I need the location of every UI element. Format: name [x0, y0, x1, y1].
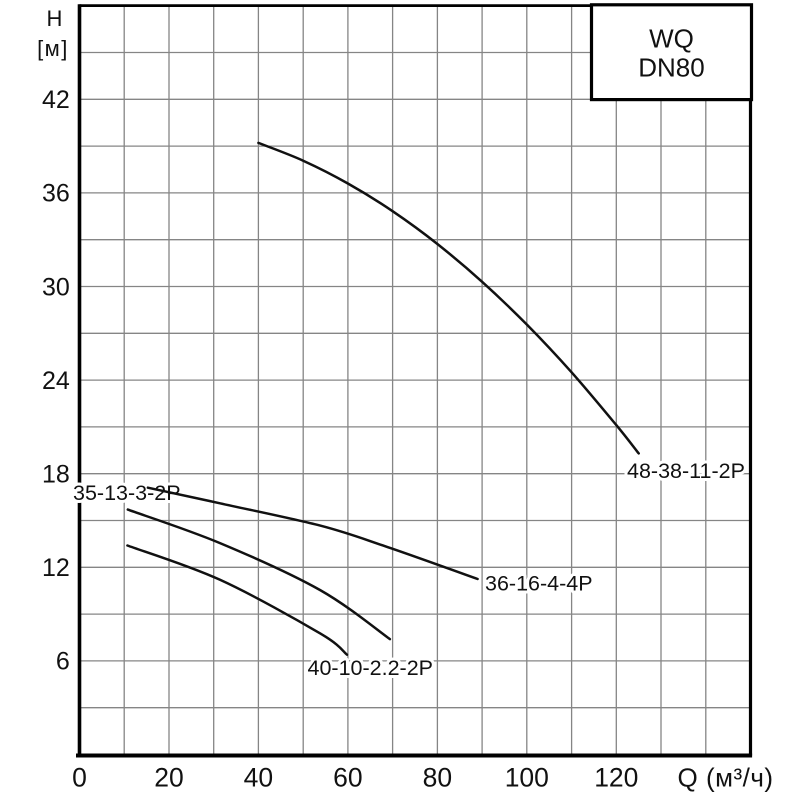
svg-text:35-13-3-2P: 35-13-3-2P — [73, 481, 181, 505]
svg-text:48-38-11-2P: 48-38-11-2P — [627, 459, 745, 483]
svg-text:18: 18 — [42, 461, 70, 489]
svg-text:60: 60 — [333, 763, 362, 793]
svg-text:[м]: [м] — [37, 36, 69, 61]
svg-text:20: 20 — [154, 763, 183, 793]
svg-text:Q (м³/ч): Q (м³/ч) — [678, 762, 774, 792]
svg-text:12: 12 — [42, 554, 70, 582]
svg-text:40: 40 — [244, 763, 273, 793]
svg-text:36-16-4-4P: 36-16-4-4P — [485, 572, 593, 596]
svg-text:24: 24 — [42, 367, 70, 395]
svg-text:DN80: DN80 — [638, 53, 704, 83]
svg-text:H: H — [47, 6, 63, 31]
svg-text:42: 42 — [42, 86, 70, 114]
svg-text:6: 6 — [56, 648, 70, 676]
svg-text:100: 100 — [505, 763, 549, 793]
svg-text:0: 0 — [72, 763, 87, 793]
svg-text:WQ: WQ — [649, 23, 694, 53]
svg-text:120: 120 — [594, 763, 638, 793]
svg-text:36: 36 — [42, 180, 70, 208]
svg-text:80: 80 — [423, 763, 452, 793]
svg-text:40-10-2.2-2P: 40-10-2.2-2P — [308, 656, 434, 680]
svg-text:30: 30 — [42, 273, 70, 301]
